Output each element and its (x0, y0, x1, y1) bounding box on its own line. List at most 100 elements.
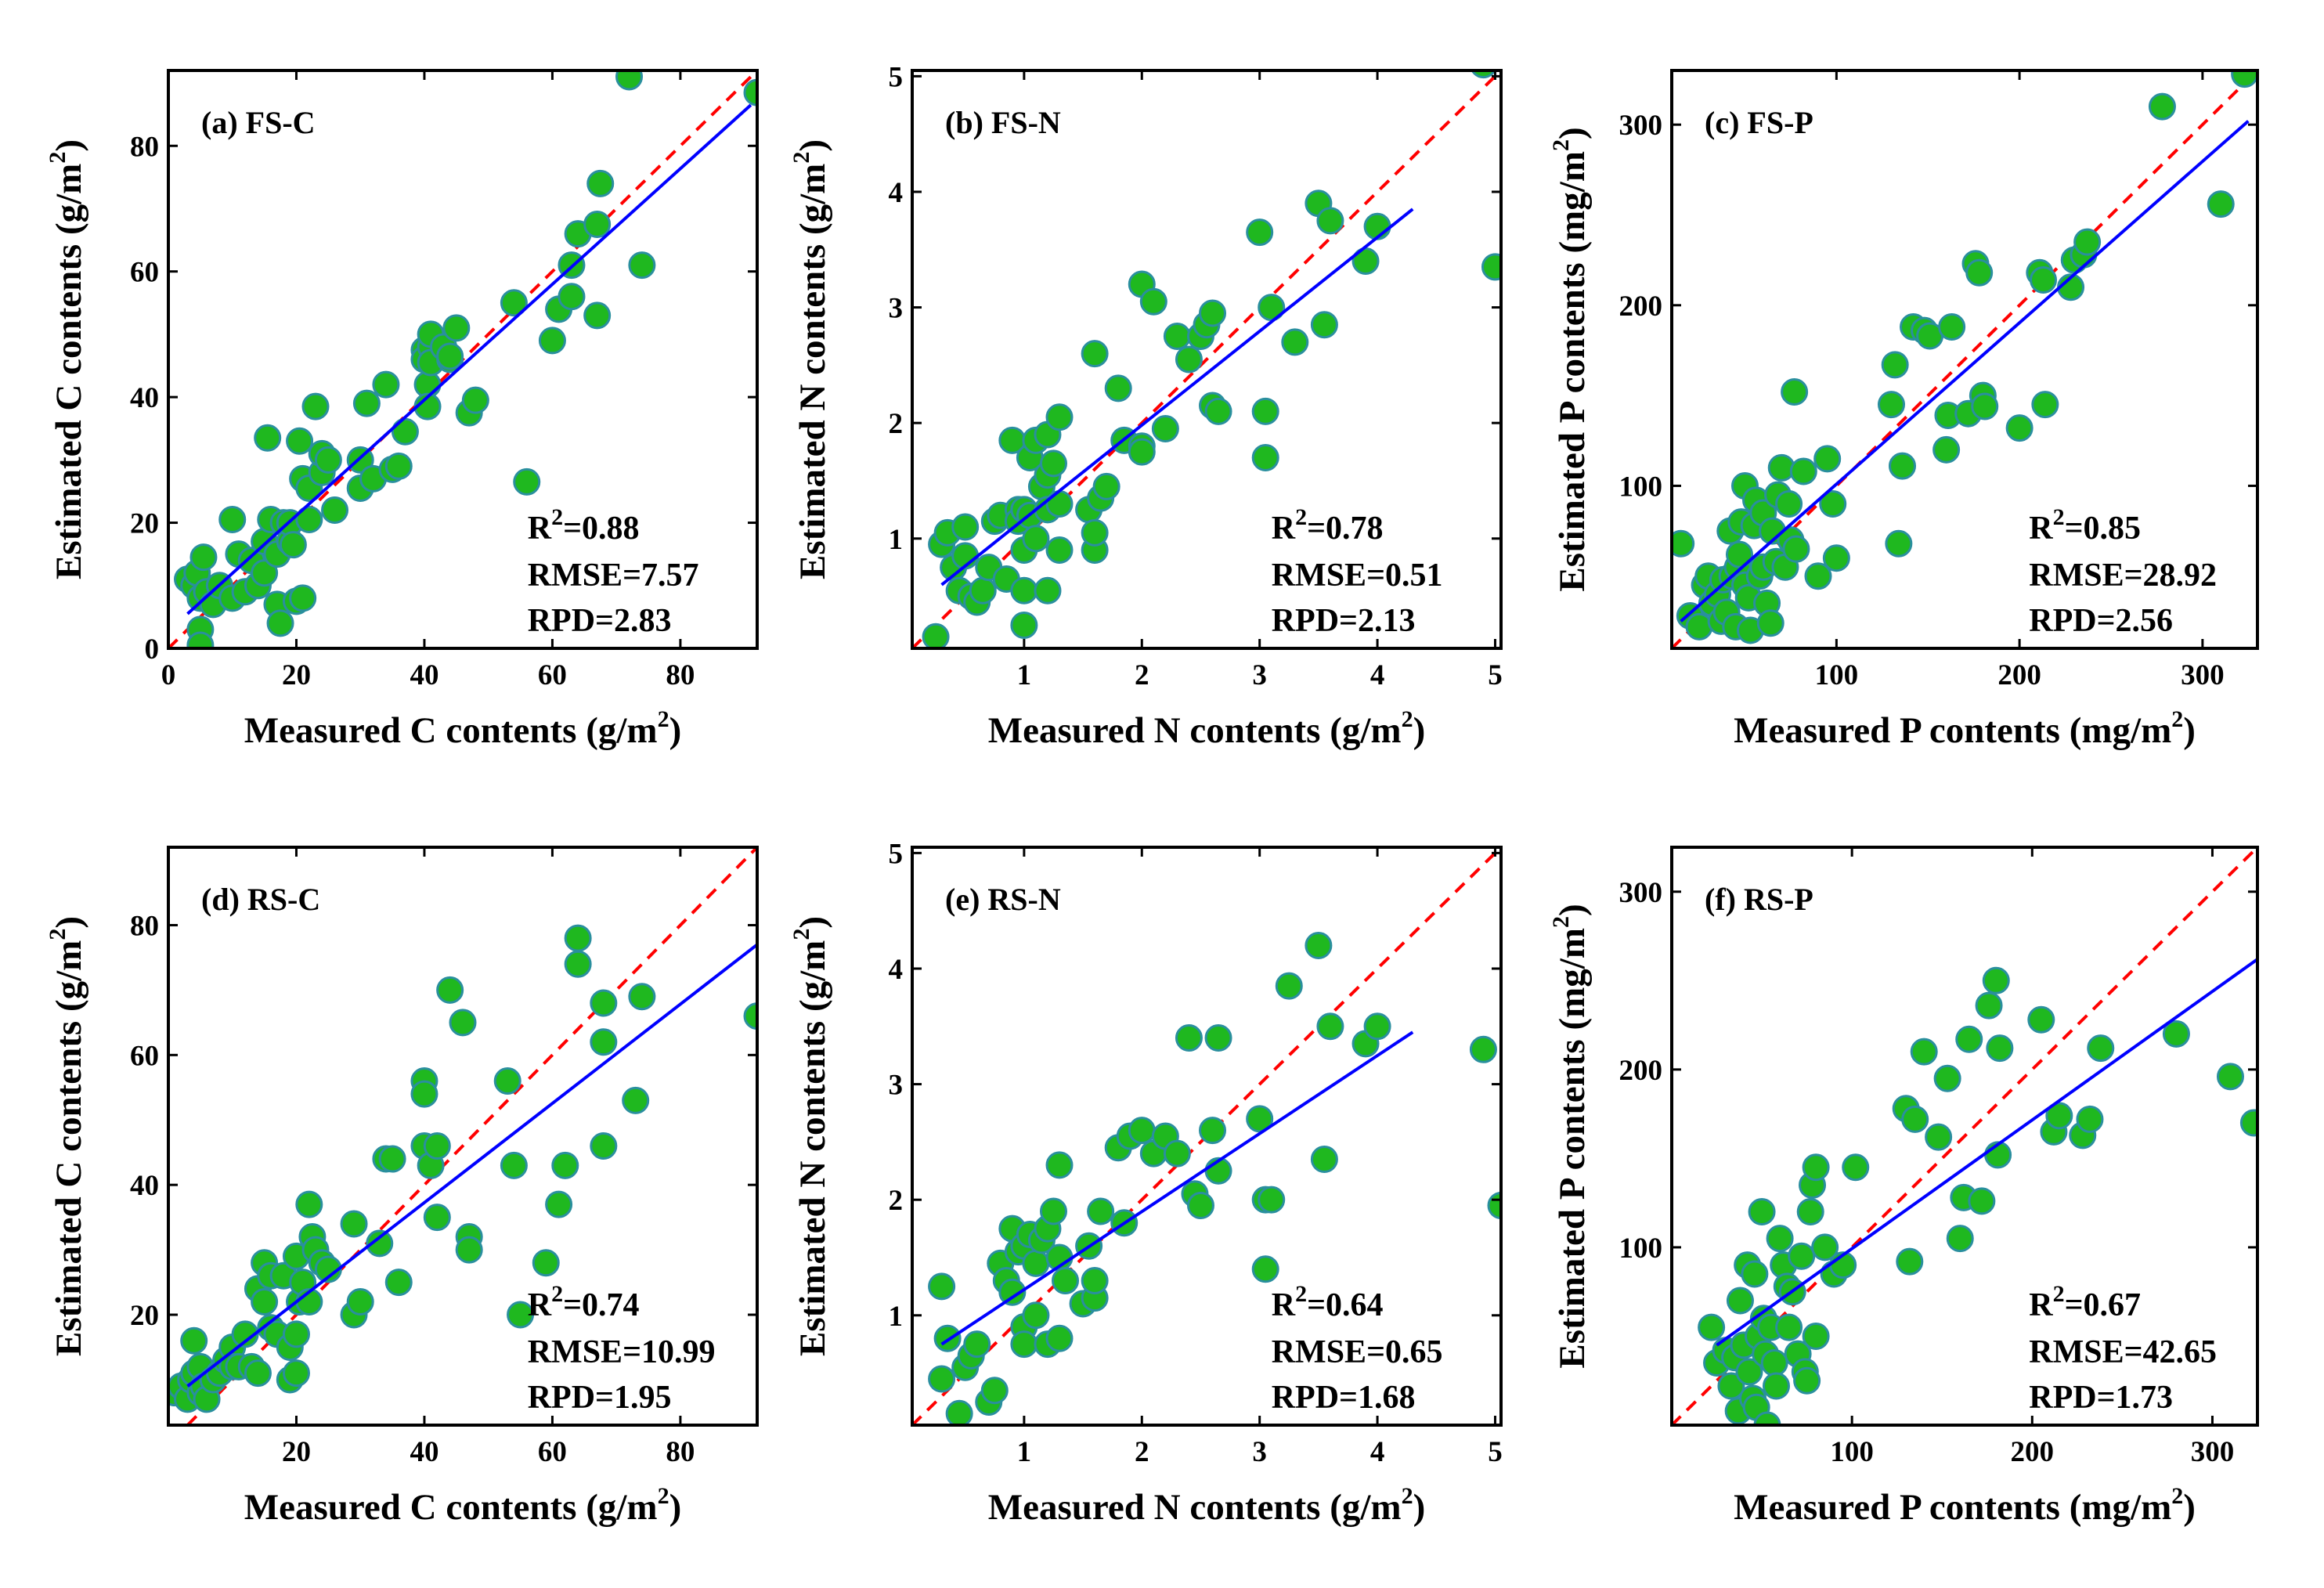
data-point (1151, 415, 1179, 443)
y-tick-label: 300 (1619, 110, 1663, 142)
panel-title: (b) FS-N (945, 105, 1061, 140)
data-point (279, 531, 307, 559)
panel-title: (a) FS-C (201, 105, 316, 140)
rmse-label: RMSE=7.57 (528, 558, 699, 594)
data-point (1204, 397, 1232, 425)
data-point (564, 924, 592, 952)
data-point (189, 543, 218, 572)
y-tick-label: 2 (889, 408, 904, 440)
y-axis-label: Estimated P contents (mg/m2) (1548, 127, 1593, 591)
data-point (1199, 1117, 1227, 1145)
x-tick-label: 5 (1488, 659, 1503, 691)
r2-label: R2=0.64 (1272, 1281, 1384, 1323)
x-axis-label: Measured P contents (mg/m2) (1734, 706, 2196, 751)
x-axis-label: Measured N contents (g/m2) (988, 1483, 1425, 1528)
data-point (1363, 1012, 1391, 1041)
x-tick-label: 60 (538, 1436, 567, 1468)
axes-frame (911, 846, 1503, 1427)
data-point (928, 1272, 956, 1301)
x-tick-label: 300 (2181, 659, 2225, 691)
scatter-points (922, 70, 1501, 648)
panel-title: (e) RS-N (945, 882, 1061, 917)
x-tick-label: 0 (161, 659, 176, 691)
data-point (423, 1204, 451, 1232)
x-tick-label: 4 (1370, 1436, 1385, 1468)
data-point (321, 496, 349, 525)
data-point (628, 251, 656, 280)
data-point (1045, 536, 1074, 565)
data-point (1788, 1242, 1816, 1270)
data-point (507, 1301, 535, 1329)
data-point (615, 70, 644, 91)
panel-title: (f) RS-P (1705, 882, 1813, 917)
x-tick-label: 1 (1017, 659, 1032, 691)
data-point (1971, 392, 1999, 420)
data-point (1965, 258, 1994, 287)
regression-line (1680, 120, 2250, 623)
data-point (922, 623, 950, 648)
data-point (1045, 1151, 1074, 1179)
y-tick-label: 60 (130, 257, 159, 289)
panel-d: 20 40 60 80 20 40 60 80 (d) RS-C Measured C conte… (45, 846, 759, 1528)
data-point (1793, 1366, 1821, 1395)
scatter-points (168, 924, 757, 1413)
data-point (1034, 576, 1062, 605)
y-tick-label: 2 (889, 1185, 904, 1217)
data-point (1796, 1198, 1824, 1226)
data-point (1045, 403, 1074, 431)
data-point (1741, 1260, 1769, 1288)
data-point (1469, 1035, 1497, 1063)
y-tick-label: 20 (130, 508, 159, 540)
y-tick-label: 80 (130, 131, 159, 163)
data-point (218, 506, 247, 534)
data-point (2045, 1102, 2073, 1130)
scatter-points (1672, 70, 2257, 644)
data-point (2207, 190, 2235, 218)
x-tick-label: 5 (1488, 1436, 1503, 1468)
data-point (1813, 445, 1842, 473)
data-point (1933, 1064, 1961, 1092)
panel-e: 1 2 3 4 5 1 2 3 4 5 (e) RS-N Measured N contents (g… (788, 838, 1503, 1528)
axes-frame (911, 69, 1503, 650)
regression-line (186, 943, 757, 1388)
data-point (1305, 931, 1333, 959)
x-tick-label: 100 (1830, 1436, 1874, 1468)
data-point (590, 1028, 618, 1056)
data-point (286, 427, 314, 455)
y-axis-label: Estimated N contents (g/m2) (788, 139, 833, 579)
data-point (251, 1287, 279, 1316)
data-point (743, 78, 757, 106)
y-axis-label: Estimated N contents (g/m2) (788, 916, 833, 1356)
x-tick-label: 80 (666, 659, 695, 691)
data-point (2231, 70, 2257, 88)
data-point (1946, 1225, 1974, 1253)
data-point (1802, 1153, 1830, 1182)
data-point (1275, 972, 1303, 1000)
data-point (743, 1002, 757, 1030)
data-point (1081, 340, 1109, 368)
y-tick-label: 200 (1619, 291, 1663, 323)
y-tick-label: 300 (1619, 877, 1663, 909)
data-point (1251, 1255, 1279, 1283)
data-point (583, 211, 612, 239)
data-point (231, 1320, 259, 1348)
data-point (346, 1287, 374, 1316)
data-point (289, 584, 317, 612)
data-point (1363, 212, 1391, 240)
y-tick-label: 20 (130, 1300, 159, 1332)
panel-f: 100 200 300 100 200 300 (f) RS-P Measured P con… (1548, 846, 2259, 1528)
data-point (1910, 1038, 1938, 1066)
rmse-label: RMSE=0.65 (1272, 1334, 1443, 1370)
one-to-one-line (912, 70, 1501, 648)
data-point (1775, 1313, 1803, 1341)
x-tick-label: 60 (538, 659, 567, 691)
data-point (1204, 1024, 1232, 1052)
data-point (1878, 391, 1905, 419)
data-point (1081, 518, 1109, 547)
data-point (622, 1086, 650, 1114)
data-point (251, 559, 279, 587)
x-tick-label: 3 (1252, 659, 1267, 691)
rpd-label: RPD=1.68 (1272, 1380, 1416, 1416)
rmse-label: RMSE=10.99 (528, 1334, 716, 1370)
data-point (352, 389, 381, 417)
